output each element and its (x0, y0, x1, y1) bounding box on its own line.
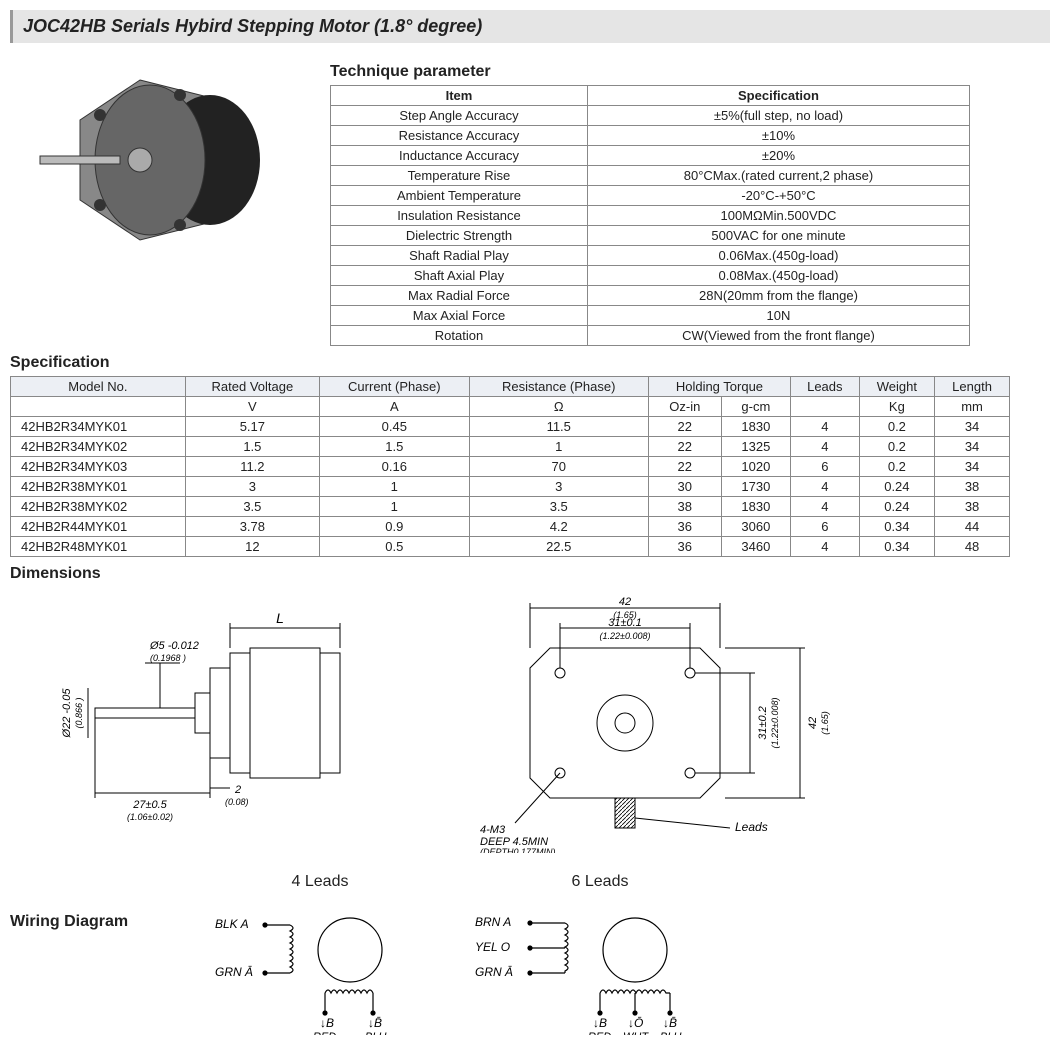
svg-text:↓B̄: ↓B̄ (368, 1016, 382, 1030)
u-a: A (320, 397, 470, 417)
u-gcm: g-cm (721, 397, 790, 417)
h-torque: Holding Torque (648, 377, 790, 397)
svg-text:31±0.2: 31±0.2 (757, 706, 769, 740)
param-item: Ambient Temperature (331, 186, 588, 206)
u-leads (790, 397, 859, 417)
motor-image (10, 55, 310, 285)
h-res: Resistance (Phase) (469, 377, 648, 397)
svg-text:(0.1968 ): (0.1968 ) (150, 653, 186, 663)
table-row: 42HB2R38MYK0131330173040.2438 (11, 477, 1010, 497)
svg-text:(1.22±0.008): (1.22±0.008) (770, 698, 780, 749)
svg-text:(1.65): (1.65) (820, 711, 830, 735)
svg-text:(0.866 ): (0.866 ) (74, 697, 84, 728)
svg-text:27±0.5: 27±0.5 (132, 799, 167, 811)
svg-text:4-M3: 4-M3 (480, 824, 506, 836)
param-item: Max Radial Force (331, 286, 588, 306)
h-cur: Current (Phase) (320, 377, 470, 397)
h-model: Model No. (11, 377, 186, 397)
param-spec: 28N(20mm from the flange) (587, 286, 969, 306)
wiring-4leads: 4 Leads BLK A GRN Ā ↓B ↓B̄ RED (210, 873, 430, 1038)
param-spec: ±5%(full step, no load) (587, 106, 969, 126)
page-title: JOC42HB Serials Hybird Stepping Motor (1… (10, 10, 1050, 43)
param-spec: CW(Viewed from the front flange) (587, 326, 969, 346)
param-spec: 10N (587, 306, 969, 326)
wiring-6leads: 6 Leads BRN A Y (470, 873, 730, 1038)
param-item: Inductance Accuracy (331, 146, 588, 166)
svg-text:Ø22 -0.05: Ø22 -0.05 (61, 688, 73, 739)
svg-text:(0.08): (0.08) (225, 797, 249, 807)
svg-text:(1.06±0.02): (1.06±0.02) (127, 812, 173, 822)
u-kg: Kg (859, 397, 934, 417)
svg-text:↓B: ↓B (593, 1016, 607, 1030)
svg-text:2: 2 (234, 784, 241, 796)
col-spec: Specification (587, 86, 969, 106)
svg-text:BLU: BLU (660, 1031, 681, 1035)
param-spec: 500VAC for one minute (587, 226, 969, 246)
h-weight: Weight (859, 377, 934, 397)
table-row: 42HB2R34MYK0311.20.167022102060.234 (11, 457, 1010, 477)
svg-text:↓B̄: ↓B̄ (663, 1016, 677, 1030)
u-mm: mm (935, 397, 1010, 417)
table-row: 42HB2R44MYK013.780.94.236306060.3444 (11, 517, 1010, 537)
u-ohm: Ω (469, 397, 648, 417)
technique-table: Item Specification Step Angle Accuracy±5… (330, 85, 970, 346)
param-spec: 100MΩMin.500VDC (587, 206, 969, 226)
svg-text:↓Ō: ↓Ō (628, 1016, 643, 1030)
param-item: Shaft Axial Play (331, 266, 588, 286)
table-row: 42HB2R38MYK023.513.538183040.2438 (11, 497, 1010, 517)
svg-text:RED: RED (588, 1031, 611, 1035)
h-leads: Leads (790, 377, 859, 397)
param-spec: ±10% (587, 126, 969, 146)
svg-text:GRN Ā: GRN Ā (215, 965, 253, 979)
u-blank (11, 397, 186, 417)
table-row: 42HB2R34MYK015.170.4511.522183040.234 (11, 417, 1010, 437)
svg-text:(1.22±0.008): (1.22±0.008) (600, 631, 651, 641)
svg-text:BRN A: BRN A (475, 915, 511, 929)
u-ozin: Oz-in (648, 397, 721, 417)
h-volt: Rated Voltage (185, 377, 319, 397)
svg-text:RED: RED (313, 1031, 336, 1035)
h-length: Length (935, 377, 1010, 397)
svg-text:Ø5 -0.012: Ø5 -0.012 (149, 640, 199, 652)
svg-text:Leads: Leads (735, 820, 768, 834)
spec-table: Model No. Rated Voltage Current (Phase) … (10, 376, 1010, 557)
param-item: Insulation Resistance (331, 206, 588, 226)
svg-text:WHT: WHT (623, 1031, 649, 1035)
table-row: 42HB2R48MYK01120.522.536346040.3448 (11, 537, 1010, 557)
svg-text:(DEPTH0.177MIN): (DEPTH0.177MIN) (480, 847, 556, 853)
param-item: Resistance Accuracy (331, 126, 588, 146)
technique-heading: Technique parameter (330, 63, 970, 81)
svg-text:42: 42 (619, 596, 631, 608)
param-spec: 0.06Max.(450g-load) (587, 246, 969, 266)
param-spec: 80°CMax.(rated current,2 phase) (587, 166, 969, 186)
param-item: Temperature Rise (331, 166, 588, 186)
col-item: Item (331, 86, 588, 106)
param-item: Max Axial Force (331, 306, 588, 326)
param-item: Shaft Radial Play (331, 246, 588, 266)
u-v: V (185, 397, 319, 417)
dims-heading: Dimensions (10, 565, 1050, 583)
svg-text:BLU: BLU (365, 1031, 386, 1035)
spec-heading: Specification (10, 354, 1050, 372)
svg-text:BLK A: BLK A (215, 917, 249, 931)
svg-text:42: 42 (807, 717, 819, 729)
svg-text:GRN Ā: GRN Ā (475, 965, 513, 979)
svg-text:YEL O: YEL O (475, 940, 510, 954)
param-spec: 0.08Max.(450g-load) (587, 266, 969, 286)
svg-text:L: L (276, 610, 284, 626)
svg-text:↓B: ↓B (320, 1016, 334, 1030)
param-spec: ±20% (587, 146, 969, 166)
table-row: 42HB2R34MYK021.51.5122132540.234 (11, 437, 1010, 457)
param-item: Dielectric Strength (331, 226, 588, 246)
dims-side-view: L Ø5 -0.012 (0.1968 ) Ø22 -0.05 (0.866 )… (10, 593, 430, 833)
dims-front-view: 42 (1.65) 31±0.1 (1.22±0.008) 31±0.2 (1.… (470, 593, 930, 853)
param-spec: -20°C-+50°C (587, 186, 969, 206)
param-item: Step Angle Accuracy (331, 106, 588, 126)
param-item: Rotation (331, 326, 588, 346)
wiring-heading: Wiring Diagram (10, 913, 170, 931)
svg-text:31±0.1: 31±0.1 (608, 617, 642, 629)
